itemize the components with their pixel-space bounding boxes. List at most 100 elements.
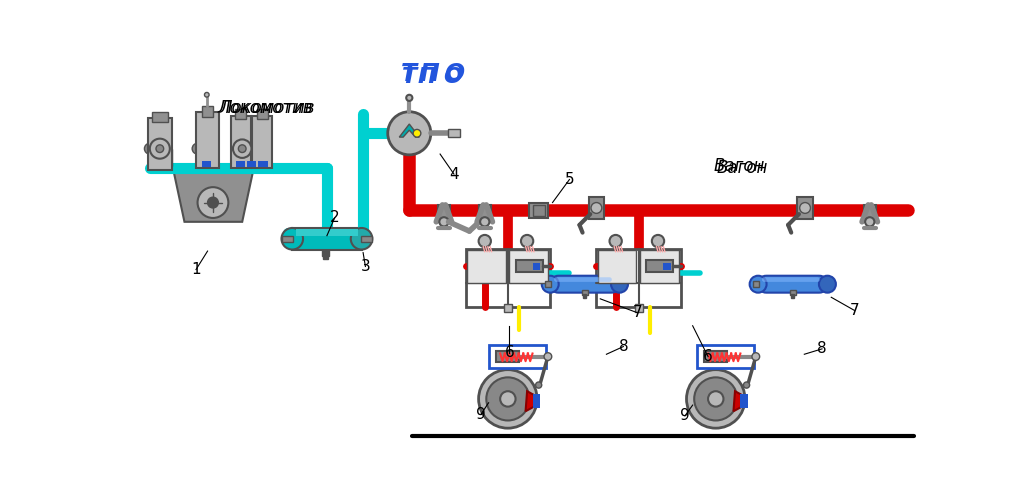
Circle shape (144, 143, 156, 154)
Text: 3: 3 (360, 259, 371, 274)
Bar (292, 228, 361, 249)
Circle shape (198, 187, 228, 218)
Bar (705, 351, 727, 362)
Text: 1: 1 (191, 262, 201, 277)
Text: Т: Т (401, 62, 418, 86)
Bar (515, 261, 543, 272)
Bar (596, 249, 681, 307)
Text: 7: 7 (850, 303, 859, 318)
FancyBboxPatch shape (550, 276, 620, 293)
Circle shape (542, 276, 559, 293)
Bar (257, 109, 267, 119)
Circle shape (652, 235, 665, 247)
Text: 8: 8 (618, 339, 628, 354)
Circle shape (439, 217, 449, 226)
Text: 8: 8 (817, 341, 826, 356)
Bar (798, 197, 813, 219)
Circle shape (611, 276, 628, 293)
Bar (584, 294, 587, 298)
Bar (532, 263, 541, 270)
Circle shape (752, 353, 760, 360)
Bar (753, 281, 759, 287)
Bar (504, 304, 512, 312)
Bar (237, 161, 246, 164)
Bar (545, 281, 551, 287)
Bar (202, 164, 211, 167)
Circle shape (486, 377, 529, 420)
Circle shape (500, 391, 515, 407)
Circle shape (686, 370, 745, 428)
Text: П: П (420, 62, 439, 86)
Text: П: П (418, 67, 436, 87)
Text: 9: 9 (476, 407, 485, 422)
Circle shape (800, 202, 810, 213)
Circle shape (156, 145, 164, 152)
Bar (466, 249, 550, 307)
Bar (249, 163, 255, 167)
Circle shape (193, 143, 203, 154)
Bar (792, 294, 795, 298)
Text: 7: 7 (633, 305, 642, 320)
Bar (740, 394, 749, 408)
Text: 5: 5 (564, 172, 574, 187)
Bar (247, 161, 256, 164)
Bar (497, 351, 519, 362)
Circle shape (233, 139, 252, 158)
Bar (640, 250, 679, 283)
Text: Вагон: Вагон (717, 159, 768, 177)
Bar (589, 197, 604, 219)
Bar (529, 202, 548, 218)
Text: 4: 4 (450, 166, 459, 181)
Text: 9: 9 (680, 408, 690, 423)
Bar (230, 116, 251, 168)
Bar (147, 118, 172, 170)
Bar (360, 235, 372, 242)
Bar (582, 290, 588, 295)
Bar (598, 250, 637, 283)
Bar (635, 304, 643, 312)
Bar (478, 205, 490, 222)
Bar (646, 261, 674, 272)
Circle shape (388, 112, 431, 155)
Text: Локомотив: Локомотив (220, 99, 315, 117)
Circle shape (865, 217, 874, 226)
Polygon shape (525, 391, 536, 411)
Circle shape (480, 217, 489, 226)
Bar (260, 163, 266, 167)
Circle shape (407, 95, 413, 101)
Bar (236, 109, 246, 119)
Circle shape (208, 197, 218, 208)
Circle shape (478, 370, 538, 428)
Bar (322, 249, 330, 256)
Text: О: О (443, 67, 462, 87)
Bar (532, 394, 541, 408)
Circle shape (819, 276, 836, 293)
FancyBboxPatch shape (762, 277, 819, 282)
Bar (202, 106, 213, 117)
Bar (153, 113, 168, 122)
Bar (447, 129, 460, 137)
Bar (509, 250, 548, 283)
Bar (323, 254, 328, 259)
Text: 2: 2 (330, 210, 339, 225)
Polygon shape (733, 391, 743, 411)
Bar (696, 345, 755, 368)
Polygon shape (173, 168, 254, 222)
Circle shape (743, 382, 750, 388)
Bar (790, 290, 796, 295)
Bar (296, 229, 357, 236)
Bar (488, 345, 547, 368)
Bar (247, 164, 256, 167)
Bar (238, 163, 244, 167)
Circle shape (478, 235, 490, 247)
Polygon shape (154, 149, 172, 166)
Circle shape (150, 139, 170, 159)
Circle shape (351, 228, 373, 249)
Text: 6: 6 (703, 349, 713, 364)
Circle shape (708, 391, 724, 407)
Bar (532, 205, 545, 215)
Text: Вагон: Вагон (713, 157, 765, 175)
Circle shape (536, 382, 542, 388)
Text: Т: Т (401, 67, 417, 87)
Bar (664, 263, 671, 270)
